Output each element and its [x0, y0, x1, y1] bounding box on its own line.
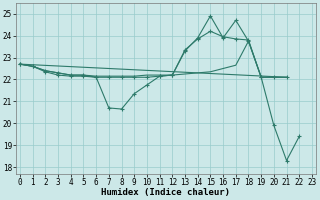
X-axis label: Humidex (Indice chaleur): Humidex (Indice chaleur): [101, 188, 230, 197]
